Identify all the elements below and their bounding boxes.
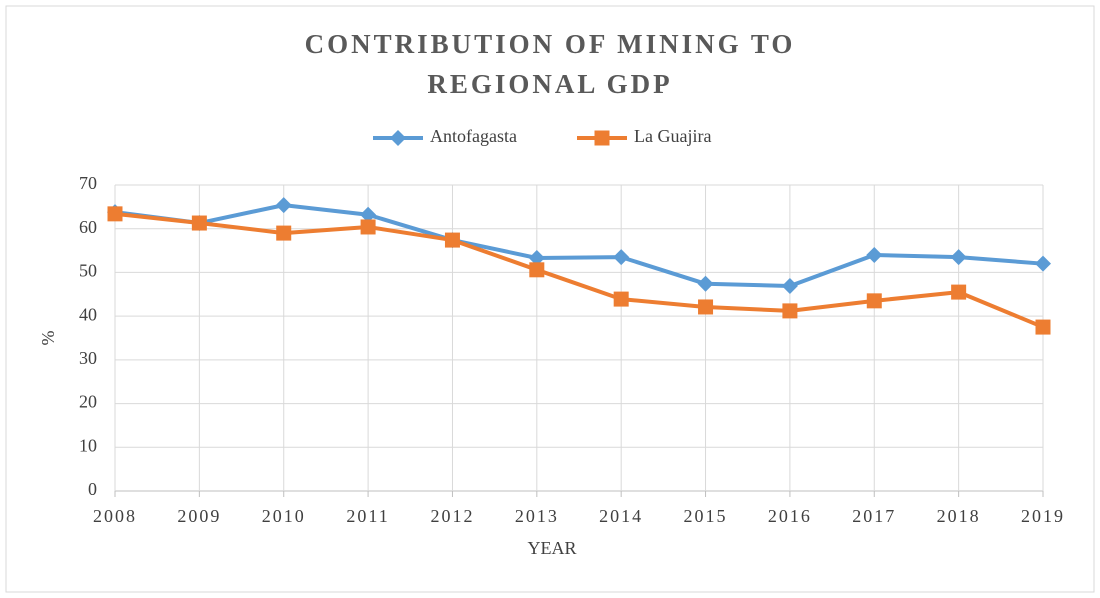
series-line: [114, 211, 1044, 329]
x-tick-label: 2015: [684, 506, 728, 526]
marker: [866, 293, 882, 309]
y-tick-label: 70: [79, 173, 97, 193]
marker: [781, 277, 798, 294]
marker: [191, 215, 207, 231]
legend-label: Antofagasta: [430, 126, 517, 146]
x-tick-label: 2012: [430, 506, 474, 526]
marker: [1035, 319, 1051, 335]
y-tick-label: 10: [79, 435, 97, 455]
marker: [698, 299, 714, 315]
marker: [360, 219, 376, 235]
marker: [528, 250, 545, 267]
y-axis-label: %: [38, 331, 58, 346]
y-tick-label: 40: [79, 304, 97, 324]
marker: [275, 197, 292, 214]
chart-border: [5, 5, 1095, 593]
marker: [444, 232, 460, 248]
marker: [529, 262, 545, 278]
marker: [276, 225, 292, 241]
y-tick-label: 50: [79, 261, 97, 281]
x-tick-label: 2017: [852, 506, 896, 526]
x-tick-label: 2018: [937, 506, 981, 526]
x-tick-label: 2008: [93, 506, 137, 526]
marker: [782, 303, 798, 319]
marker: [594, 130, 610, 146]
x-tick-label: 2011: [346, 506, 389, 526]
marker: [390, 130, 406, 146]
legend-label: La Guajira: [634, 126, 711, 146]
x-tick-label: 2010: [262, 506, 306, 526]
series-line: [114, 203, 1044, 288]
y-tick-label: 0: [88, 479, 97, 499]
y-tick-label: 20: [79, 392, 97, 412]
x-tick-label: 2013: [515, 506, 559, 526]
x-tick-label: 2009: [177, 506, 221, 526]
marker: [1035, 255, 1051, 272]
chart-title: CONTRIBUTION OF MINING TO REGIONAL GDP: [304, 29, 796, 99]
marker: [950, 249, 967, 266]
x-axis-label: YEAR: [528, 538, 577, 558]
marker: [613, 249, 630, 266]
marker: [107, 206, 123, 222]
y-tick-label: 30: [79, 348, 97, 368]
marker: [360, 206, 377, 223]
x-tick-label: 2016: [768, 506, 812, 526]
marker: [697, 275, 714, 292]
y-tick-label: 60: [79, 217, 97, 237]
x-tick-label: 2014: [599, 506, 643, 526]
marker: [951, 284, 967, 300]
marker: [866, 246, 883, 263]
x-tick-label: 2019: [1021, 506, 1065, 526]
marker: [613, 291, 629, 307]
